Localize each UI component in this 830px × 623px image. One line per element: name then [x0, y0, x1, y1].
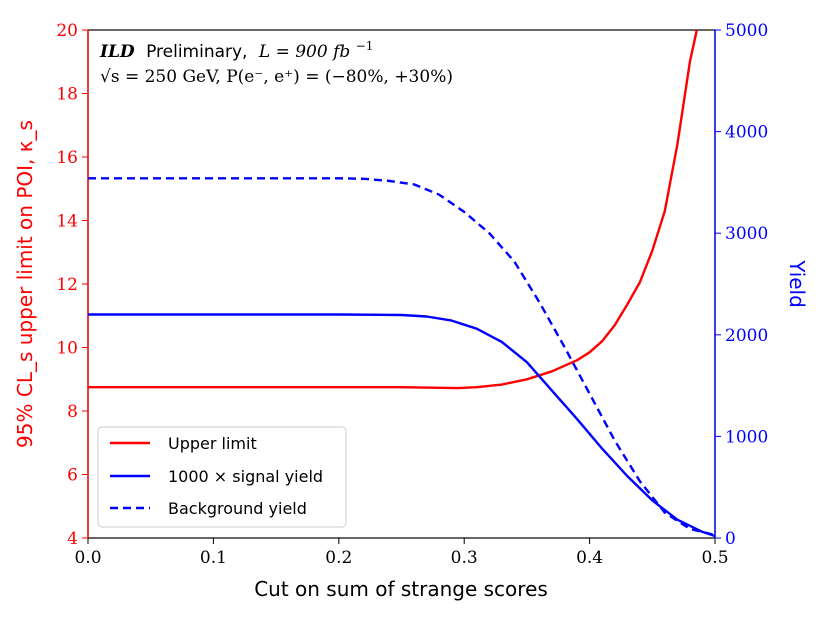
legend: Upper limit 1000 × signal yield Backgrou…: [97, 426, 347, 528]
left-y-ticks: 4 6 8 10 12 14 16 18 20: [56, 21, 88, 549]
left-y-tick-label: 12: [56, 275, 78, 295]
annotation-preliminary: Preliminary,: [146, 42, 247, 62]
left-y-tick-label: 18: [56, 85, 78, 105]
x-tick-label: 0.5: [701, 548, 728, 568]
right-y-tick-label: 0: [725, 529, 736, 549]
x-tick-label: 0.3: [451, 548, 478, 568]
legend-box: [97, 426, 347, 528]
legend-label-background-yield: Background yield: [168, 499, 307, 518]
left-y-tick-label: 8: [67, 402, 78, 422]
series-layer: [88, 29, 716, 538]
right-y-tick-label: 2000: [725, 326, 768, 346]
right-y-axis-label: Yield: [785, 259, 809, 308]
left-y-tick-label: 10: [56, 339, 78, 359]
series-line-upper-limit: [88, 29, 698, 390]
left-y-tick-label: 20: [56, 21, 78, 41]
series-line-background-yield: [88, 177, 716, 537]
annotation-line-2: √s = 250 GeV, P(e⁻, e⁺) = (−80%, +30%): [100, 67, 453, 87]
x-tick-label: 0.4: [576, 548, 603, 568]
right-y-tick-label: 4000: [725, 123, 768, 143]
x-tick-label: 0.2: [325, 548, 352, 568]
annotation-lumi: L = 900 fb: [258, 42, 350, 62]
right-y-tick-label: 5000: [725, 21, 768, 41]
left-y-tick-label: 4: [67, 529, 78, 549]
legend-label-signal-yield: 1000 × signal yield: [168, 467, 323, 486]
x-tick-label: 0.0: [74, 548, 101, 568]
x-tick-label: 0.1: [200, 548, 227, 568]
x-ticks: 0.0 0.1 0.2 0.3 0.4 0.5: [74, 538, 729, 568]
right-y-tick-label: 1000: [725, 427, 768, 447]
left-y-tick-label: 16: [56, 148, 78, 168]
right-y-tick-label: 3000: [725, 224, 768, 244]
annotation-line-1: ILD Preliminary, L = 900 fb −1: [99, 39, 373, 62]
legend-label-upper-limit: Upper limit: [168, 434, 257, 453]
left-y-axis-label: 95% CL_s upper limit on POI, κ_s: [13, 120, 37, 448]
left-y-tick-label: 6: [67, 466, 78, 486]
annotation-ild: ILD: [99, 42, 135, 62]
left-y-tick-label: 14: [56, 212, 78, 232]
right-y-ticks: 0 1000 2000 3000 4000 5000: [715, 21, 768, 549]
x-axis-label: Cut on sum of strange scores: [254, 577, 548, 601]
series-line-1000-signal-yield: [88, 313, 716, 538]
annotation-lumi-exponent: −1: [356, 39, 374, 53]
